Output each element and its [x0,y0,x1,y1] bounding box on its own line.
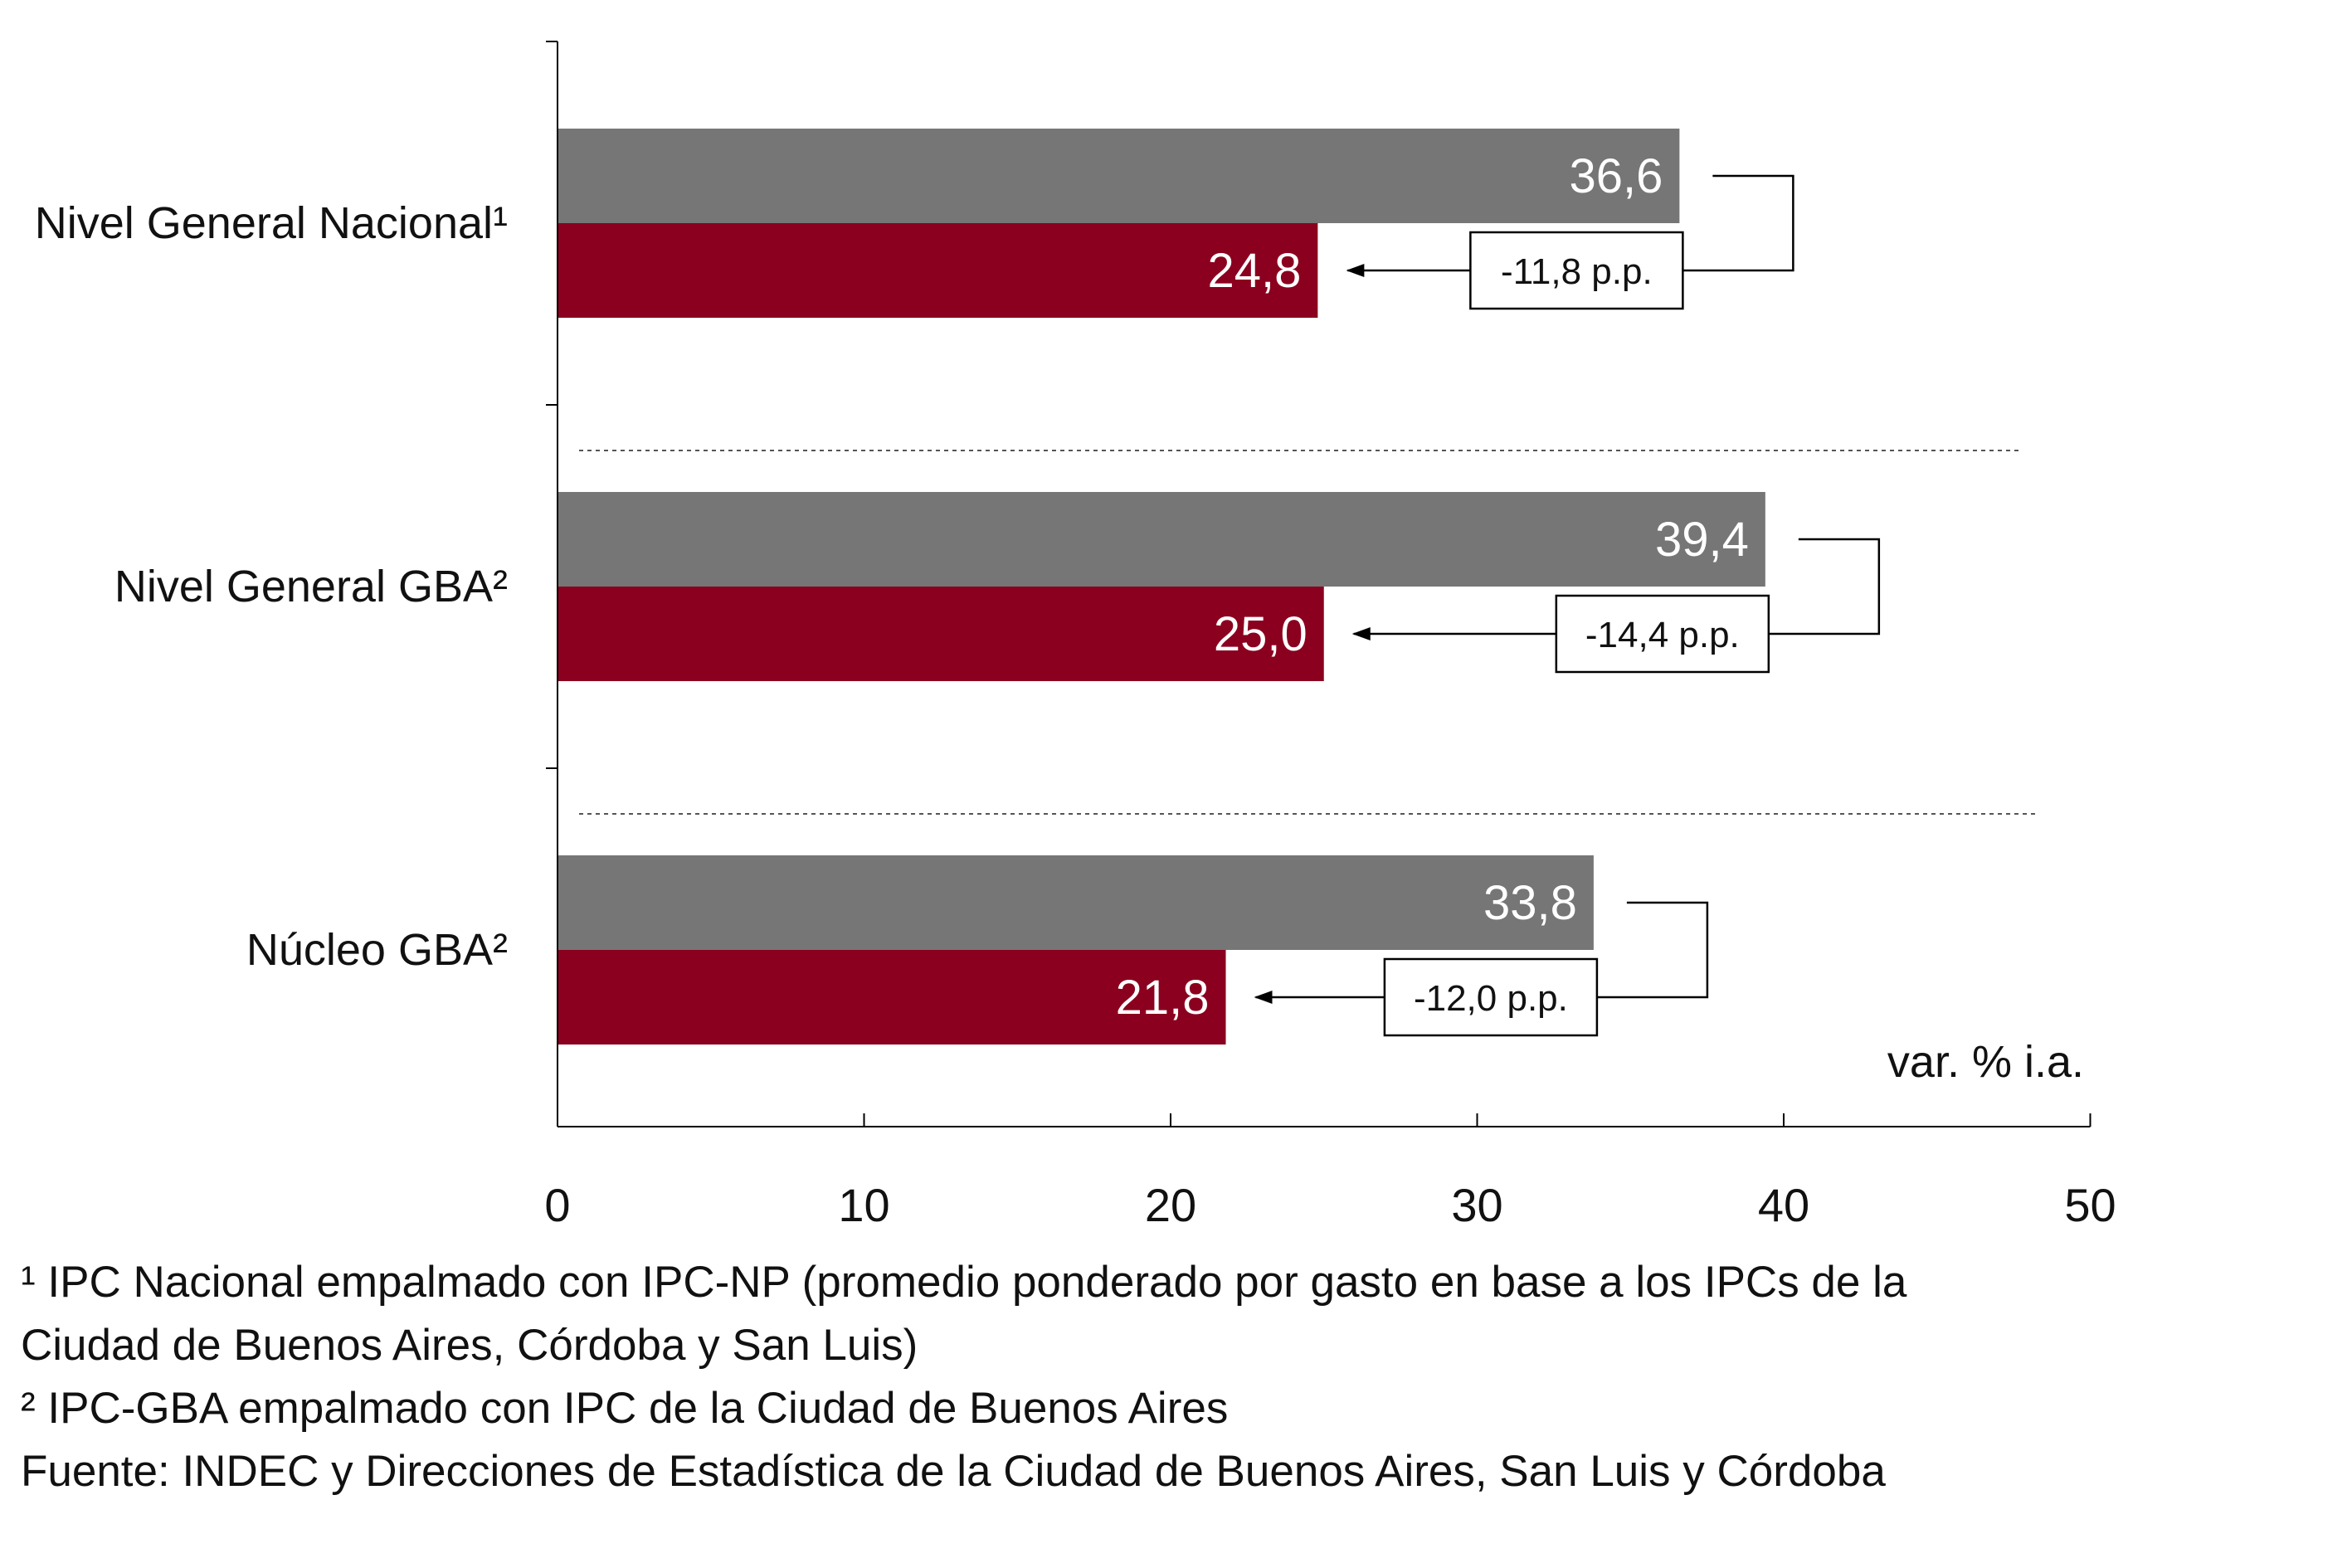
x-tick-label: 50 [2064,1179,2116,1231]
bar-red [558,587,1324,681]
x-axis-unit-label: var. % i.a. [1887,1037,2084,1087]
footnote-2: ² IPC-GBA empalmado con IPC de la Ciudad… [21,1384,1229,1433]
category-label: Núcleo GBA² [246,925,508,975]
difference-box [1469,231,1684,310]
difference-label: -11,8 p.p. [1501,251,1653,292]
x-tick-label: 10 [838,1179,889,1231]
bar-red [558,950,1226,1045]
bar-gray [558,855,1594,950]
bar-gray [558,129,1680,223]
difference-box [1555,594,1770,674]
difference-box [1383,957,1599,1037]
x-tick-label: 0 [544,1179,570,1231]
bar-value-label: 21,8 [1116,971,1210,1025]
bar-value-label: 25,0 [1214,607,1307,661]
difference-label: -14,4 p.p. [1585,615,1740,655]
x-tick-label: 40 [1758,1179,1809,1231]
bar-value-label: 24,8 [1207,244,1301,298]
annotations-layer: -11,8 p.p. -14,4 p.p. -12,0 p.p. [1254,174,1881,1037]
difference-label: -12,0 p.p. [1414,978,1568,1019]
source-note: Fuente: INDEC y Direcciones de Estadísti… [21,1447,1886,1496]
bar-chart: 36,6 39,4 33,8 24,8 25,0 21,8 -11,8 p.p. -14,4… [35,41,2116,1231]
footnotes: ¹ IPC Nacional empalmado con IPC-NP (pro… [21,1251,2327,1503]
bar-red [558,223,1318,318]
bar-value-label: 33,8 [1483,876,1577,930]
bar-gray [558,492,1765,587]
footnote-1-line-2: Ciudad de Buenos Aires, Córdoba y San Lu… [21,1321,918,1370]
x-tick-label: 30 [1451,1179,1502,1231]
bars-layer: 36,6 39,4 33,8 24,8 25,0 21,8 [558,129,1765,1045]
bar-value-label: 39,4 [1655,513,1749,567]
category-label: Nivel General GBA² [114,562,508,611]
category-label: Nivel General Nacional¹ [35,198,508,248]
axes-layer: 0 10 20 30 40 50 Nivel General Nacional¹ Nivel … [35,41,2116,1231]
bar-value-label: 36,6 [1569,149,1663,203]
footnote-1-line-1: ¹ IPC Nacional empalmado con IPC-NP (pro… [21,1258,1907,1307]
x-tick-label: 20 [1145,1179,1196,1231]
